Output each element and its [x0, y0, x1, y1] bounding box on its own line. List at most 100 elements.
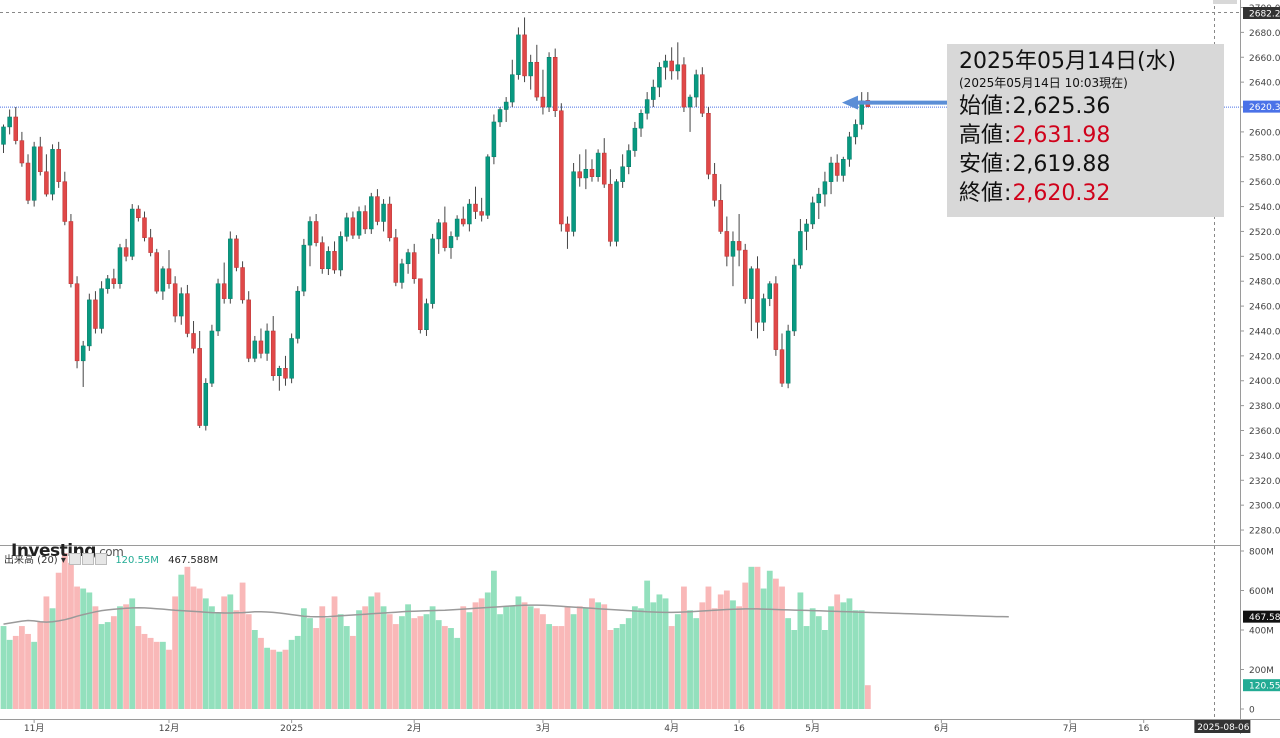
- price-tick-label: 2540.0: [1249, 203, 1280, 213]
- candle-body: [669, 60, 674, 72]
- volume-bar: [693, 618, 700, 709]
- visibility-icon[interactable]: [69, 553, 82, 565]
- candle-body: [105, 278, 110, 289]
- volume-bar: [264, 647, 270, 709]
- volume-bar: [331, 596, 338, 709]
- candle-body: [534, 61, 540, 98]
- candle-body: [411, 252, 417, 279]
- volume-bar: [852, 610, 859, 709]
- candle-body: [706, 112, 711, 175]
- volume-bar: [858, 610, 865, 709]
- candle-body: [816, 193, 822, 204]
- volume-tick-label: 400M: [1249, 627, 1274, 637]
- candle-body: [644, 99, 650, 114]
- volume-bar: [190, 586, 197, 709]
- candle-body: [136, 208, 141, 219]
- volume-bar: [178, 574, 185, 709]
- candle-body: [258, 340, 264, 354]
- candle-body: [381, 203, 386, 222]
- volume-bar: [509, 606, 516, 709]
- volume-bar: [227, 594, 234, 709]
- volume-bar: [233, 610, 240, 709]
- candle-body: [154, 252, 159, 292]
- volume-bar: [98, 624, 105, 709]
- candle-body: [559, 110, 564, 225]
- price-tick-label: 2280.0: [1249, 527, 1280, 537]
- volume-bar: [478, 598, 485, 709]
- candle-body: [418, 278, 423, 330]
- candle-body: [454, 218, 460, 237]
- candle-body: [44, 171, 49, 195]
- volume-bar: [392, 624, 399, 709]
- volume-bar: [74, 586, 80, 709]
- candle-body: [179, 293, 184, 317]
- candle-body: [50, 149, 55, 195]
- candle-body: [74, 283, 80, 362]
- candle-body: [203, 382, 209, 426]
- candle-body: [369, 196, 374, 230]
- candle-body: [442, 222, 448, 248]
- volume-bar: [815, 616, 822, 709]
- candle-body: [822, 181, 828, 195]
- volume-bar: [723, 590, 730, 709]
- candle-body: [252, 340, 258, 359]
- price-tick-label: 2600.0: [1249, 128, 1280, 138]
- time-cursor-tag: [1194, 720, 1251, 733]
- high-price-tag-label: 2682.27: [1249, 10, 1280, 20]
- candle-body: [798, 231, 803, 266]
- volume-bar: [417, 616, 424, 709]
- volume-bar: [405, 604, 411, 709]
- volume-indicator-name[interactable]: 出来高 (20): [4, 555, 58, 566]
- high-row: 高値:2,631.98: [959, 123, 1111, 148]
- current-price-tag: [1243, 100, 1280, 113]
- time-tick-label: 2025: [280, 724, 303, 734]
- volume-bar: [497, 614, 503, 709]
- volume-bar: [760, 588, 767, 709]
- volume-bar: [258, 637, 264, 709]
- time-tick-label: 2月: [407, 723, 422, 734]
- volume-bar: [86, 592, 93, 709]
- high-value: 2,631.98: [1012, 123, 1111, 148]
- candle-body: [847, 136, 852, 160]
- candle-body: [718, 200, 723, 232]
- candle-body: [148, 237, 153, 253]
- candle-body: [473, 203, 478, 212]
- volume-bar: [319, 606, 326, 709]
- candle-body: [326, 251, 331, 270]
- ohlc-info-panel: 2025年05月14日(水) (2025年05月14日 10:03現在) 始値:…: [947, 44, 1224, 217]
- candle-body: [779, 349, 785, 384]
- pointer-arrow-head: [842, 95, 858, 110]
- volume-bar: [546, 624, 552, 709]
- candle-body: [270, 330, 276, 377]
- candle-body: [834, 162, 840, 176]
- candle-body: [497, 109, 503, 123]
- volume-bar: [785, 618, 792, 709]
- candle-body: [129, 208, 135, 257]
- volume-bar: [6, 639, 13, 709]
- volume-bar: [251, 630, 258, 709]
- candle-body: [491, 121, 497, 158]
- candle-body: [724, 231, 730, 257]
- settings-icon[interactable]: [82, 553, 95, 565]
- time-tick-label: 7月: [1063, 723, 1078, 734]
- time-tick-label: 5月: [805, 723, 820, 734]
- volume-bar: [282, 649, 289, 709]
- price-tick-label: 2640.0: [1249, 79, 1280, 89]
- volume-bar: [399, 616, 405, 709]
- price-tick-label: 2560.0: [1249, 178, 1280, 188]
- candle-body: [773, 283, 779, 350]
- candle-body: [742, 249, 748, 299]
- price-tick-label: 2420.0: [1249, 352, 1280, 362]
- volume-bar: [135, 626, 142, 709]
- volume-bar: [166, 649, 172, 709]
- close-icon[interactable]: [95, 553, 108, 565]
- candle-body: [277, 368, 282, 377]
- volume-bar: [239, 582, 246, 709]
- volume-ma-tag: [1243, 610, 1280, 623]
- volume-bar: [674, 614, 681, 709]
- volume-bar: [37, 622, 44, 709]
- candle-body: [62, 181, 68, 222]
- dropdown-icon[interactable]: ▾: [60, 555, 66, 566]
